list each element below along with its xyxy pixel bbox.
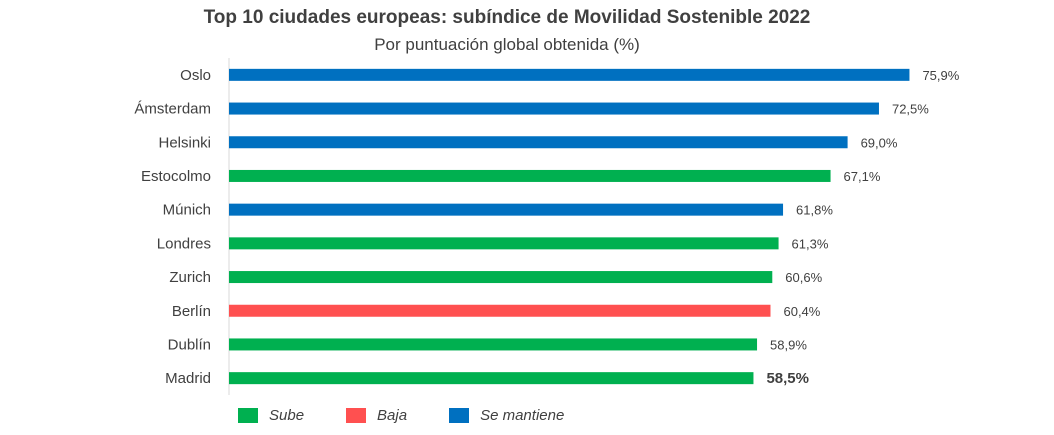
legend-swatch-baja: [346, 408, 367, 423]
value-label-amsterdam: 72,5%: [892, 102, 929, 117]
value-label-londres: 61,3%: [792, 236, 829, 251]
legend-label-se-mantiene: Se mantiene: [480, 407, 565, 424]
value-label-madrid: 58,5%: [766, 370, 809, 387]
category-label-estocolmo: Estocolmo: [141, 168, 211, 185]
value-label-dublin: 58,9%: [770, 337, 807, 352]
chart-legend: Sube Baja Se mantiene: [238, 407, 606, 424]
bar-zurich: [229, 271, 773, 284]
bar-madrid: [229, 372, 754, 385]
value-label-helsinki: 69,0%: [861, 135, 898, 150]
chart-title: Top 10 ciudades europeas: subíndice de M…: [203, 7, 811, 28]
legend-item-sube: Sube: [238, 407, 304, 424]
legend-item-se-mantiene: Se mantiene: [449, 407, 564, 424]
bar-helsinki: [229, 136, 848, 149]
value-label-estocolmo: 67,1%: [844, 169, 881, 184]
category-label-dublin: Dublín: [168, 336, 211, 353]
value-label-munich: 61,8%: [796, 203, 833, 218]
value-label-oslo: 75,9%: [922, 68, 959, 83]
bar-londres: [229, 237, 779, 250]
category-label-oslo: Oslo: [180, 67, 211, 84]
legend-label-sube: Sube: [269, 407, 305, 424]
value-label-berlin: 60,4%: [783, 304, 820, 319]
bar-berlin: [229, 304, 771, 317]
bar-amsterdam: [229, 102, 879, 115]
category-label-berlin: Berlín: [172, 303, 211, 320]
legend-label-baja: Baja: [377, 407, 408, 424]
value-label-zurich: 60,6%: [785, 270, 822, 285]
bar-estocolmo: [229, 169, 831, 182]
category-label-zurich: Zurich: [169, 269, 211, 286]
category-label-londres: Londres: [157, 235, 211, 252]
chart-subtitle: Por puntuación global obtenida (%): [374, 35, 640, 54]
category-label-helsinki: Helsinki: [158, 134, 211, 151]
category-label-munich: Múnich: [163, 202, 211, 219]
legend-swatch-se-mantiene: [449, 408, 470, 423]
legend-item-baja: Baja: [346, 407, 407, 424]
bar-chart-plot: Oslo 75,9% Ámsterdam 72,5% Helsinki 69,0% Esto…: [134, 58, 960, 395]
legend-swatch-sube: [238, 408, 258, 423]
bar-oslo: [229, 68, 910, 81]
bar-munich: [229, 203, 784, 216]
category-label-amsterdam: Ámsterdam: [134, 101, 211, 118]
bar-dublin: [229, 338, 758, 351]
category-label-madrid: Madrid: [165, 370, 211, 387]
